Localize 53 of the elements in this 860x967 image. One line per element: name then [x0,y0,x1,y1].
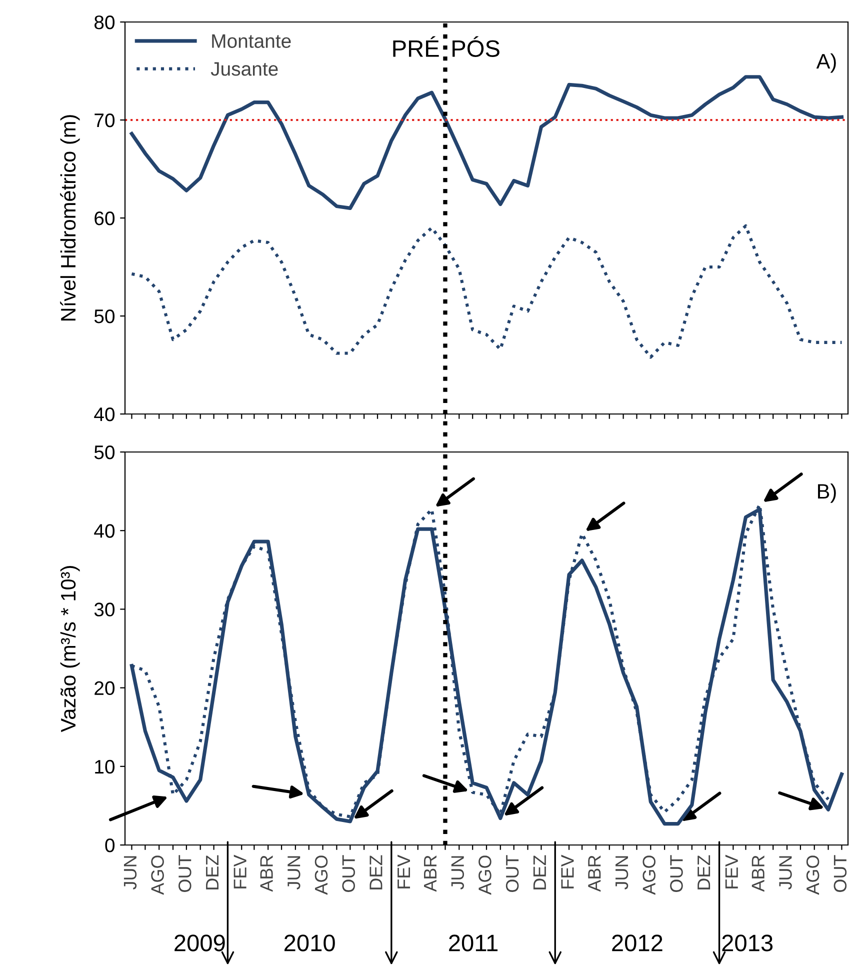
x-tick-label: DEZ [206,855,218,890]
text: 2011 [449,934,498,952]
x-tick-label: ABR [752,856,764,892]
x-tick-label: JUN [288,856,300,890]
x-tick-label: AGO [806,856,820,895]
annotation: A) [816,53,836,73]
y-tick-label: 0 [105,838,115,852]
annotation: PÓS [452,36,500,57]
x-tick-label: ABR [588,856,601,892]
x-tick-label: AGO [314,856,328,895]
x-tick-label: FEV [725,854,738,888]
x-tick-label: DEZ [533,855,546,890]
x-tick-label: FEV [561,854,574,888]
text: 2013 [722,934,773,952]
x-tick-label: JUN [616,856,628,890]
line-series [130,75,844,210]
annotation: B) [818,483,836,503]
y-axis-title: Nível Hidrométrico (m) [60,115,80,320]
legend-label: Montante [212,34,291,48]
x-tick-label: OUT [670,855,683,892]
x-tick-label: DEZ [698,855,710,890]
text: 2009 [174,934,225,952]
legend-label: Jusante [210,62,278,76]
y-tick-label: 40 [94,407,115,422]
line-series [130,224,844,359]
y-tick-label: 70 [94,113,115,128]
y-tick-label: 60 [94,211,115,226]
y-axis-title: Vazão (m³/s * 10³) [60,566,80,732]
x-tick-label: OUT [834,855,847,892]
y-tick-label: 10 [95,760,115,774]
annotation: PRÉ [393,36,439,57]
x-tick-label: OUT [178,855,192,892]
text: 2012 [612,934,662,952]
y-tick-label: 20 [94,681,115,696]
x-tick-label: JUN [779,856,792,890]
x-tick-label: JUN [124,856,137,890]
x-tick-label: JUN [451,856,464,890]
x-tick-label: FEV [398,854,410,888]
x-tick-label: DEZ [370,855,382,890]
text: 2010 [284,934,335,952]
x-tick-label: OUT [506,855,519,892]
x-tick-label: OUT [342,855,355,892]
y-tick-label: 80 [94,15,115,30]
y-tick-label: 30 [94,602,115,616]
x-tick-label: AGO [642,856,656,895]
y-tick-label: 40 [94,524,115,538]
x-tick-label: ABR [260,856,273,892]
x-tick-label: ABR [424,856,436,892]
y-tick-label: 50 [94,309,115,324]
x-tick-label: AGO [478,856,492,895]
x-tick-label: FEV [234,854,246,888]
x-tick-label: AGO [151,856,164,895]
y-tick-label: 50 [94,445,115,460]
